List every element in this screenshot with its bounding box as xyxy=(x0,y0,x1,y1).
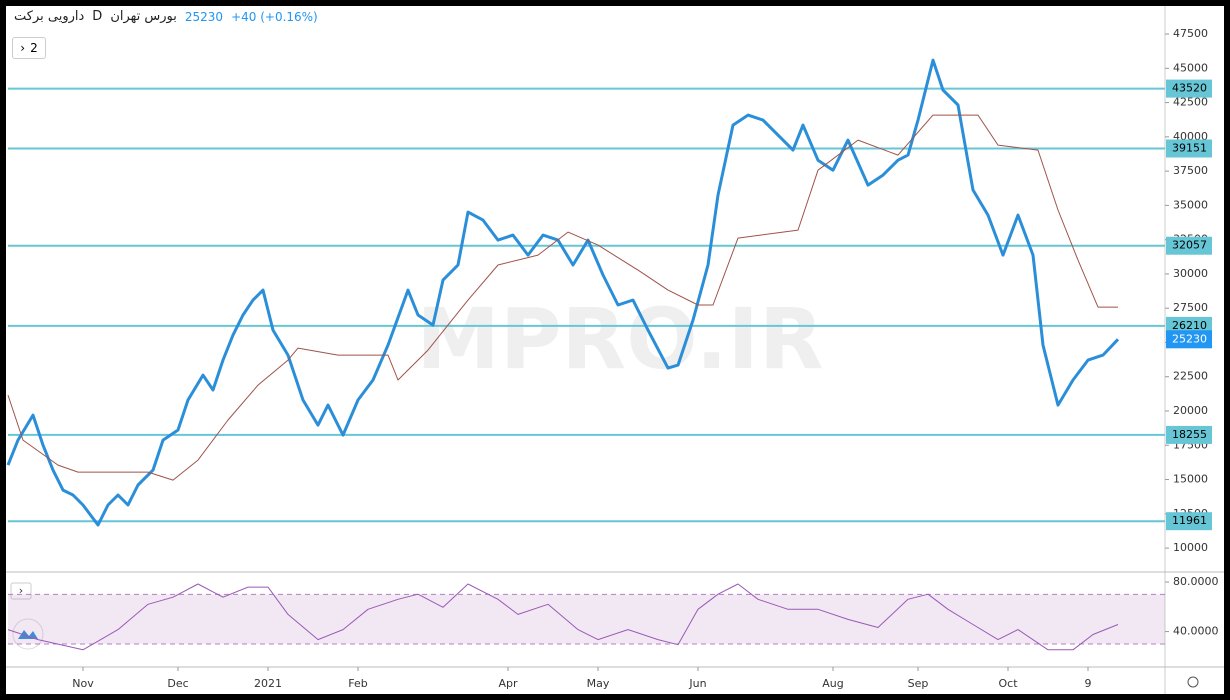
chevron: › xyxy=(20,41,26,55)
y-tick-label: 42500 xyxy=(1173,96,1208,109)
level-label-bg xyxy=(1166,139,1212,158)
y-tick-label: 15000 xyxy=(1173,473,1208,486)
last-price-label: 25230 xyxy=(1172,332,1207,345)
x-tick-label: 2021 xyxy=(254,677,282,690)
level-label-bg xyxy=(1166,425,1212,444)
watermark: MPRO.IR xyxy=(416,290,823,388)
last-price-bg xyxy=(1166,330,1212,349)
x-tick-label: May xyxy=(587,677,610,690)
series-line xyxy=(6,58,1120,527)
background xyxy=(6,6,1224,694)
y-tick-label: 27500 xyxy=(1173,301,1208,314)
level-label: 39151 xyxy=(1172,141,1207,154)
y-tick-label: 40.0000 xyxy=(1173,625,1219,638)
x-tick-label: Apr xyxy=(498,677,518,690)
rsi-toggle-icon: › xyxy=(19,584,23,597)
y-tick-label: 10000 xyxy=(1173,541,1208,554)
y-tick-label: 20000 xyxy=(1173,404,1208,417)
x-tick-label: Oct xyxy=(998,677,1018,690)
x-tick-label: Sep xyxy=(908,677,929,690)
level-label-bg xyxy=(1166,236,1212,255)
x-tick-label: Feb xyxy=(348,677,367,690)
x-tick-label: Dec xyxy=(167,677,188,690)
y-tick-label: 80.0000 xyxy=(1173,575,1219,588)
y-tick-label: 37500 xyxy=(1173,164,1208,177)
x-tick-label: 9 xyxy=(1085,677,1092,690)
y-tick-label: 30000 xyxy=(1173,267,1208,280)
x-tick-label: Aug xyxy=(822,677,843,690)
y-tick-label: 35000 xyxy=(1173,198,1208,211)
rsi-toggle[interactable] xyxy=(10,582,32,600)
series-line xyxy=(7,114,1118,481)
button-count: 2 xyxy=(30,41,38,55)
x-tick-label: Jun xyxy=(688,677,706,690)
level-label-bg xyxy=(1166,79,1212,98)
y-tick-label: 45000 xyxy=(1173,61,1208,74)
interval: D xyxy=(92,9,103,24)
level-label-bg xyxy=(1166,512,1212,531)
level-label: 32057 xyxy=(1172,239,1207,252)
exchange: بورس تهران xyxy=(110,9,177,24)
settings-icon[interactable] xyxy=(1187,676,1199,688)
level-label: 18255 xyxy=(1172,428,1207,441)
level-label: 11961 xyxy=(1172,514,1207,527)
logo-icon xyxy=(18,630,38,639)
x-tick-label: Nov xyxy=(72,677,94,690)
series-line xyxy=(7,583,1119,651)
logo xyxy=(12,618,44,650)
header: دارویی برکت D بورس تهران 25230 +40 (+0.1… xyxy=(14,9,318,24)
y-tick-label: 22500 xyxy=(1173,370,1208,383)
level-label: 26210 xyxy=(1172,319,1207,332)
last-price: 25230 xyxy=(184,9,224,24)
change: +40 (+0.16%) xyxy=(231,9,318,24)
y-tick-label: 47500 xyxy=(1173,27,1208,40)
level-label: 43520 xyxy=(1172,82,1207,95)
rsi-band xyxy=(8,594,1165,644)
collapse-button[interactable]: › 2 xyxy=(12,37,46,59)
symbol: دارویی برکت xyxy=(14,9,85,24)
